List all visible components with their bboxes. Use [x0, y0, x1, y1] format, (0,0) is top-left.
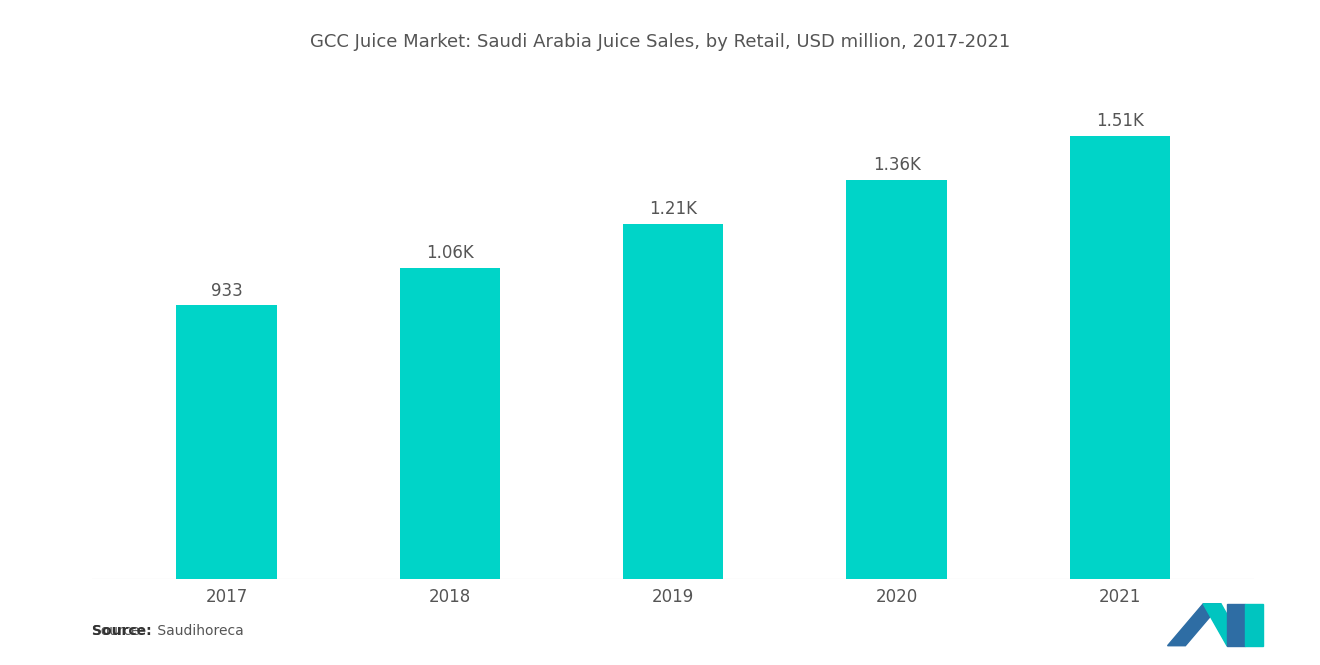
Text: 933: 933 [211, 281, 243, 299]
Text: Source:: Source: [92, 624, 152, 638]
Polygon shape [1203, 604, 1245, 646]
Text: Source:   Saudihoreca: Source: Saudihoreca [92, 624, 244, 638]
Bar [846, 180, 946, 579]
Text: 1.36K: 1.36K [873, 156, 920, 174]
Bar [176, 305, 277, 579]
Text: GCC Juice Market: Saudi Arabia Juice Sales, by Retail, USD million, 2017-2021: GCC Juice Market: Saudi Arabia Juice Sal… [310, 33, 1010, 51]
Polygon shape [1245, 604, 1262, 646]
Bar [1069, 136, 1171, 579]
Polygon shape [1226, 604, 1245, 646]
Text: 1.06K: 1.06K [426, 244, 474, 262]
Polygon shape [1167, 604, 1221, 646]
Bar [400, 267, 500, 579]
Text: 1.51K: 1.51K [1096, 112, 1144, 130]
Bar [623, 223, 723, 579]
Text: 1.21K: 1.21K [649, 200, 697, 218]
